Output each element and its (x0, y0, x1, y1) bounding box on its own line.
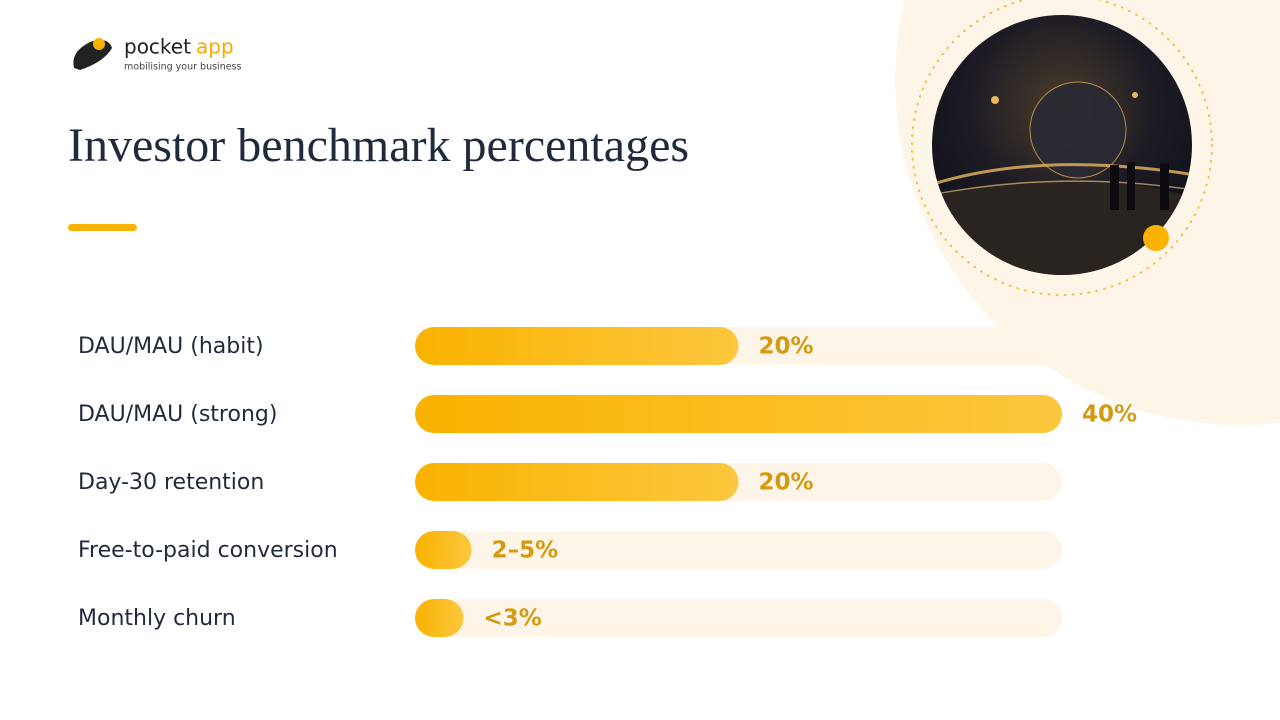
logo-word: pocket (124, 35, 191, 59)
accent-dot (1143, 225, 1169, 251)
bar (415, 531, 472, 569)
value-label: <3% (484, 606, 542, 632)
value-label: 20% (759, 334, 814, 360)
bar (415, 463, 739, 501)
category-label: DAU/MAU (habit) (78, 334, 264, 359)
category-label: Free-to-paid conversion (78, 538, 338, 563)
slide-title: Investor benchmark percentages (68, 119, 689, 172)
title-underline (68, 224, 137, 231)
logo-accent: app (196, 35, 234, 59)
logo-icon-dot (93, 38, 105, 50)
category-label: DAU/MAU (strong) (78, 402, 277, 427)
bar (415, 599, 464, 637)
bar (415, 327, 739, 365)
dotted-ring (911, 0, 1213, 296)
bar-chart: DAU/MAU (habit) 20% DAU/MAU (strong) 40% Day… (78, 327, 1137, 637)
bar (415, 395, 1062, 433)
logo-icon (73, 40, 112, 70)
category-label: Monthly churn (78, 606, 236, 631)
value-label: 2–5% (492, 538, 559, 564)
value-label: 40% (1082, 402, 1137, 428)
bar-track (415, 531, 1062, 569)
logo: pocket app mobilising your business (73, 35, 242, 73)
bar-track (415, 599, 1062, 637)
category-label: Day-30 retention (78, 470, 264, 495)
logo-tagline: mobilising your business (124, 62, 242, 73)
value-label: 20% (759, 470, 814, 496)
